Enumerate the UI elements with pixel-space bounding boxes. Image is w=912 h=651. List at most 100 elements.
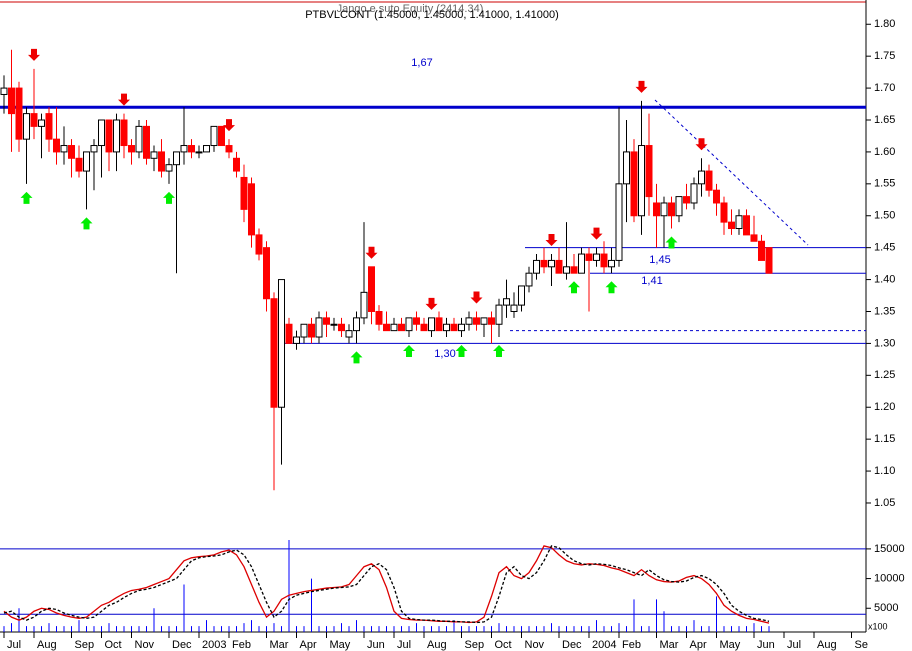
candle-body	[285, 323, 293, 344]
y-tick-label: 1.40	[874, 273, 895, 285]
candle-body	[750, 234, 758, 242]
candle-body	[645, 145, 653, 198]
sell-signal	[545, 234, 558, 247]
reference-label: 1,30	[434, 348, 455, 360]
candle-body	[315, 317, 323, 338]
x-tick-label: Jun	[757, 639, 775, 651]
reference-label: 1,45	[649, 254, 670, 266]
candle-body	[75, 157, 83, 172]
buy-signal	[455, 345, 468, 358]
unit-label: x100	[868, 621, 888, 631]
chart-title: PTBVLCONT (1.45000, 1.45000, 1.41000, 1.…	[305, 9, 559, 21]
x-tick-label: Oct	[105, 639, 122, 651]
x-tick-label: May	[720, 639, 741, 651]
candle-body	[413, 317, 420, 325]
x-tick-label: Dec	[562, 639, 582, 651]
candle-body	[173, 151, 180, 166]
y-tick-label: 10000	[874, 572, 905, 584]
y-tick-label: 1.25	[874, 369, 895, 381]
candle-body	[720, 202, 728, 223]
candle-body	[23, 113, 30, 140]
candle-body	[225, 145, 233, 153]
reference-label: 1,41	[641, 275, 662, 287]
candle-body	[503, 298, 510, 306]
candle-body	[578, 253, 585, 274]
candle-body	[495, 304, 503, 325]
x-tick-label: Dec	[172, 639, 192, 651]
candle-body	[0, 87, 8, 95]
candle-body	[630, 151, 638, 217]
candle-body	[405, 317, 413, 332]
candle-body	[668, 202, 675, 217]
candle-body	[263, 247, 270, 300]
x-tick-label: Nov	[135, 639, 155, 651]
candle-body	[368, 266, 375, 312]
candle-body	[428, 317, 435, 332]
x-tick-label: Feb	[232, 639, 251, 651]
candle-body	[233, 157, 240, 172]
candle-body	[713, 189, 720, 204]
candle-body	[488, 317, 495, 325]
y-tick-label: 1.75	[874, 50, 895, 62]
candle-body	[195, 151, 203, 154]
candle-body	[450, 323, 458, 332]
candle-body	[180, 145, 188, 153]
candle-body	[338, 323, 345, 332]
candle-body	[135, 125, 143, 153]
candle-body	[375, 310, 383, 325]
candle-body	[360, 291, 368, 319]
candle-body	[353, 317, 360, 332]
sell-signal	[223, 119, 235, 132]
sell-signal	[470, 291, 483, 304]
chart-subtitle: Jango e suto Equity (2414.34)	[337, 3, 484, 15]
candle-body	[683, 196, 690, 204]
x-tick-label: Jul	[397, 639, 411, 651]
y-tick-label: 1.70	[874, 82, 895, 94]
sell-signal	[425, 297, 438, 310]
candle-body	[98, 119, 105, 147]
buy-signal	[605, 281, 618, 294]
candle-body	[83, 151, 90, 172]
candle-body	[600, 253, 608, 268]
candle-body	[420, 323, 428, 332]
buy-signal	[20, 191, 33, 204]
candle-body	[653, 202, 660, 217]
candle-body	[480, 317, 488, 325]
candle-body	[45, 113, 53, 140]
buy-signal	[493, 345, 505, 358]
x-tick-label: Apr	[690, 639, 707, 651]
x-tick-label: Aug	[37, 639, 57, 651]
y-tick-label: 1.55	[874, 178, 895, 190]
y-tick-label: 5000	[874, 602, 898, 614]
candle-body	[525, 272, 533, 287]
candle-body	[518, 285, 525, 306]
candle-body	[218, 125, 225, 147]
buy-signal	[665, 236, 678, 249]
candle-body	[570, 266, 578, 274]
candle-body	[150, 151, 158, 159]
candle-body	[60, 145, 68, 153]
x-tick-label: Mar	[660, 639, 679, 651]
candle-body	[548, 259, 555, 268]
candle-body	[743, 215, 750, 236]
candle-body	[90, 145, 98, 153]
x-tick-label: Jun	[367, 639, 385, 651]
x-tick-label: Aug	[817, 639, 837, 651]
candle-body	[165, 164, 173, 172]
sell-signal	[28, 48, 40, 61]
candle-body	[128, 145, 135, 153]
x-tick-label: Mar	[270, 639, 289, 651]
candle-body	[390, 323, 398, 332]
candle-body	[705, 170, 713, 191]
buy-signal	[163, 191, 175, 204]
x-tick-label: Se	[855, 639, 868, 651]
candle-body	[758, 240, 765, 261]
sell-signal	[695, 138, 708, 151]
y-tick-label: 15000	[874, 543, 905, 555]
y-tick-label: 1.30	[874, 337, 895, 349]
candle-body	[270, 298, 278, 408]
x-tick-label: 2003	[202, 639, 226, 651]
y-tick-label: 1.50	[874, 210, 895, 222]
candle-body	[308, 323, 315, 338]
